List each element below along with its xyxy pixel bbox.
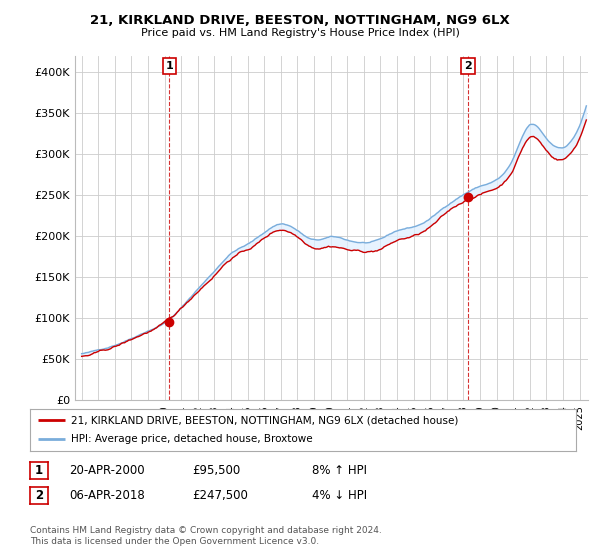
Text: 21, KIRKLAND DRIVE, BEESTON, NOTTINGHAM, NG9 6LX: 21, KIRKLAND DRIVE, BEESTON, NOTTINGHAM,…	[90, 14, 510, 27]
Text: 06-APR-2018: 06-APR-2018	[69, 489, 145, 502]
Text: 2: 2	[35, 489, 43, 502]
Text: HPI: Average price, detached house, Broxtowe: HPI: Average price, detached house, Brox…	[71, 435, 313, 445]
Text: 2: 2	[464, 61, 472, 71]
Text: Contains HM Land Registry data © Crown copyright and database right 2024.
This d: Contains HM Land Registry data © Crown c…	[30, 526, 382, 546]
Text: £247,500: £247,500	[192, 489, 248, 502]
Text: 1: 1	[166, 61, 173, 71]
Text: 8% ↑ HPI: 8% ↑ HPI	[312, 464, 367, 477]
Text: 4% ↓ HPI: 4% ↓ HPI	[312, 489, 367, 502]
Text: Price paid vs. HM Land Registry's House Price Index (HPI): Price paid vs. HM Land Registry's House …	[140, 28, 460, 38]
Text: 1: 1	[35, 464, 43, 477]
Text: 21, KIRKLAND DRIVE, BEESTON, NOTTINGHAM, NG9 6LX (detached house): 21, KIRKLAND DRIVE, BEESTON, NOTTINGHAM,…	[71, 415, 458, 425]
Text: 20-APR-2000: 20-APR-2000	[69, 464, 145, 477]
Text: £95,500: £95,500	[192, 464, 240, 477]
